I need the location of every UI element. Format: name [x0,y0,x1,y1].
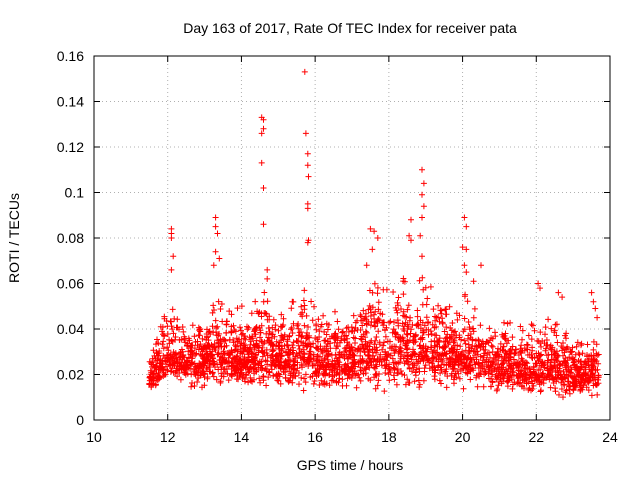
x-tick-label: 10 [86,429,102,445]
y-tick-label: 0.14 [57,94,84,110]
x-tick-label: 22 [528,429,544,445]
x-tick-label: 14 [234,429,250,445]
roti-point-markers [146,68,602,401]
y-tick-label: 0.12 [57,139,84,155]
x-tick-label: 20 [455,429,471,445]
y-tick-label: 0 [76,412,84,428]
y-tick-label: 0.02 [57,367,84,383]
x-tick-label: 16 [307,429,323,445]
x-tick-label: 12 [160,429,176,445]
x-tick-label: 18 [381,429,397,445]
data-points [146,68,602,401]
x-axis-label: GPS time / hours [297,457,404,473]
y-tick-label: 0.16 [57,48,84,64]
axis-ticks: 10 12 14 16 18 20 22 24 0 0.02 0.04 0.06 0.08 0.1 0.12… [57,48,618,445]
y-tick-label: 0.04 [57,321,84,337]
gridlines [94,56,610,420]
x-tick-label: 24 [602,429,618,445]
y-axis-label: ROTI / TECUs [6,193,22,283]
y-tick-label: 0.1 [65,185,85,201]
y-tick-label: 0.08 [57,230,84,246]
y-tick-label: 0.06 [57,276,84,292]
chart-title: Day 163 of 2017, Rate Of TEC Index for r… [183,20,517,36]
